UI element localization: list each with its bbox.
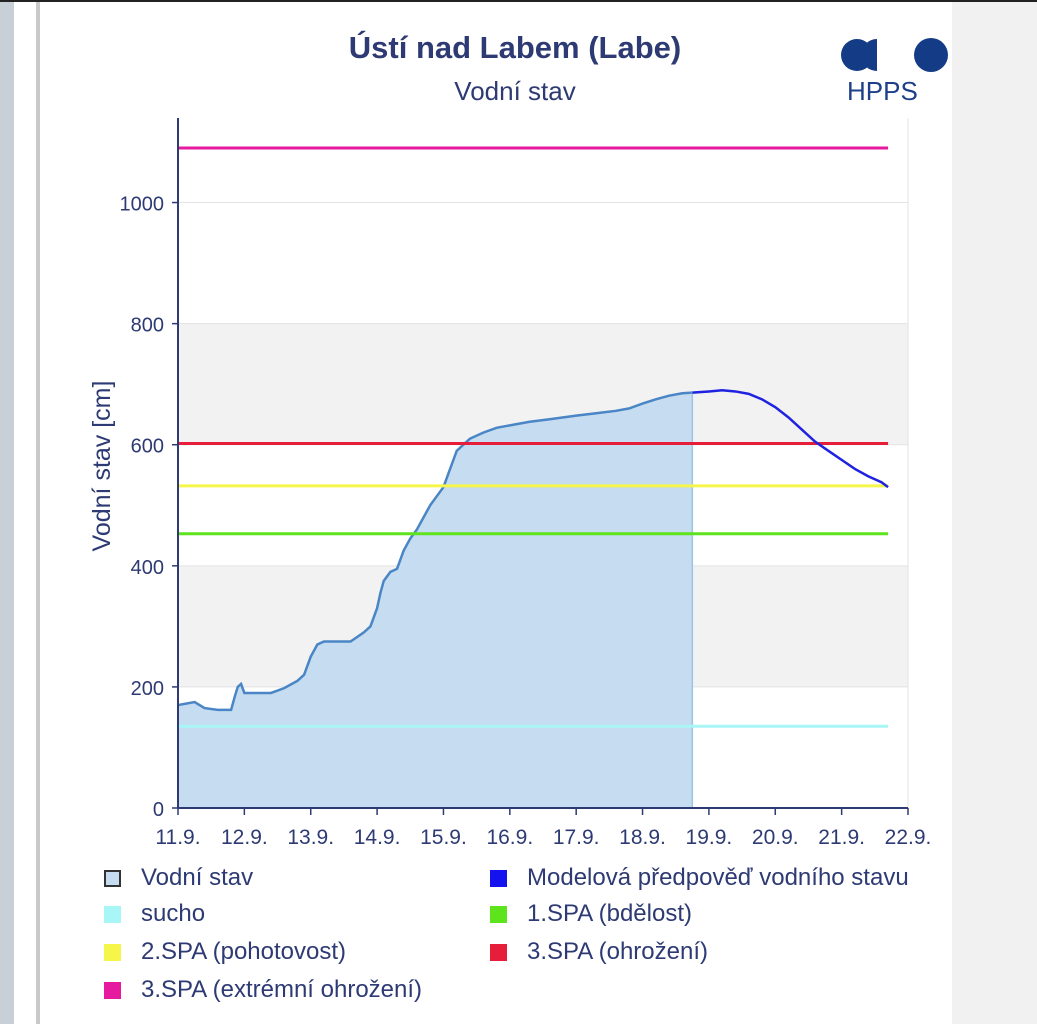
- y-axis-label: Vodní stav [cm]: [88, 381, 116, 552]
- hpps-logo-icon: [841, 38, 948, 72]
- legend-item[interactable]: 1.SPA (bdělost): [490, 900, 692, 928]
- chart-subtitle: Vodní stav: [454, 76, 576, 106]
- legend-item[interactable]: 3.SPA (extrémní ohrožení): [104, 976, 422, 1004]
- x-tick-label: 18.9.: [619, 826, 666, 849]
- legend-swatch: [104, 869, 121, 887]
- x-tick-label: 17.9.: [553, 826, 600, 849]
- x-tick-label: 12.9.: [221, 826, 268, 849]
- series-area-fill: [178, 392, 693, 808]
- legend-swatch: [490, 869, 507, 887]
- x-tick-label: 22.9.: [885, 826, 932, 849]
- legend-swatch: [104, 981, 121, 999]
- window-left-edge: [0, 0, 14, 1024]
- legend-label: 1.SPA (bdělost): [527, 900, 692, 927]
- y-tick-label: 200: [131, 678, 164, 700]
- legend-label: sucho: [141, 900, 206, 927]
- x-tick-labels: 11.9. 12.9. 13.9. 14.9. 15.9. 16.9. 17.9. 18.9.…: [155, 826, 931, 849]
- legend-label: 3.SPA (extrémní ohrožení): [141, 976, 423, 1003]
- legend-item[interactable]: Vodní stav: [104, 864, 253, 892]
- legend-swatch: [104, 943, 121, 961]
- window-divider: [36, 0, 40, 1024]
- legend-item[interactable]: 3.SPA (ohrožení): [490, 938, 708, 966]
- x-tick-label: 20.9.: [752, 826, 799, 849]
- legend-item[interactable]: sucho: [104, 900, 205, 928]
- y-tick-labels: 0 200 400 600 800 1000: [120, 194, 165, 821]
- series-line-forecast: [692, 388, 889, 489]
- legend-swatch: [490, 943, 507, 961]
- x-tick-label: 16.9.: [486, 826, 533, 849]
- series-line-vodni-stav: [177, 391, 693, 712]
- hpps-logo: HPPS: [835, 34, 955, 106]
- legend-label: 3.SPA (ohrožení): [527, 938, 708, 965]
- x-tick-label: 13.9.: [287, 826, 334, 849]
- y-tick-label: 1000: [120, 194, 165, 216]
- legend-swatch: [490, 905, 507, 923]
- window-top-edge: [0, 0, 1037, 2]
- legend-swatch: [104, 905, 121, 923]
- x-tick-label: 11.9.: [155, 826, 200, 849]
- chart-title: Ústí nad Labem (Labe): [348, 30, 682, 65]
- right-panel-background: [952, 2, 1037, 1024]
- x-tick-label: 15.9.: [420, 826, 467, 849]
- x-tick-label: 19.9.: [686, 826, 733, 849]
- x-tick-label: 21.9.: [818, 826, 865, 849]
- x-tick-label: 14.9.: [354, 826, 401, 849]
- legend-label: Modelová předpověď vodního stavu: [527, 864, 909, 891]
- threshold-lines: [178, 146, 889, 728]
- logo-text: HPPS: [847, 76, 918, 106]
- series-area: [177, 391, 694, 808]
- y-tick-label: 0: [153, 799, 164, 821]
- series-forecast: [692, 388, 889, 489]
- legend-label: Vodní stav: [141, 864, 254, 891]
- y-tick-label: 800: [131, 315, 164, 337]
- legend-item[interactable]: 2.SPA (pohotovost): [104, 938, 346, 966]
- y-tick-label: 600: [131, 436, 164, 458]
- legend-label: 2.SPA (pohotovost): [141, 938, 347, 965]
- y-tick-label: 400: [131, 557, 164, 579]
- axes: [172, 118, 909, 815]
- legend-item[interactable]: Modelová předpověď vodního stavu: [490, 864, 909, 892]
